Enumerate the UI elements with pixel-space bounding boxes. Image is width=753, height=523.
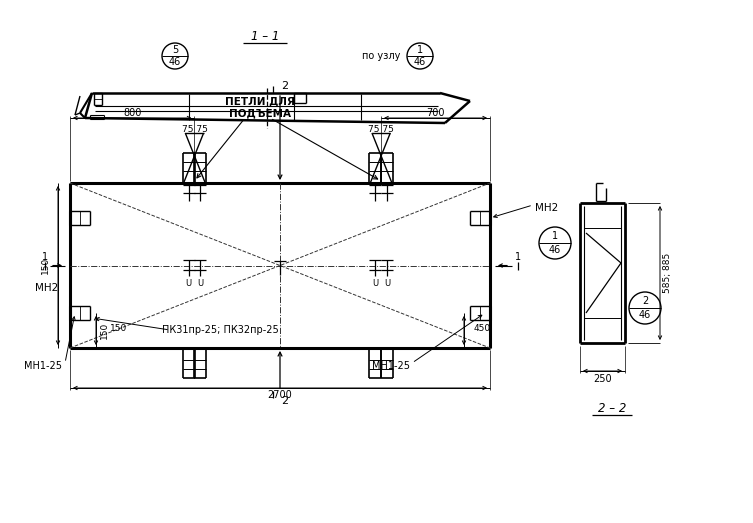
Text: 5: 5: [172, 45, 178, 55]
Text: 250: 250: [593, 374, 611, 384]
Text: 1: 1: [552, 231, 558, 241]
Text: 46: 46: [639, 310, 651, 320]
Text: 1 – 1: 1 – 1: [251, 29, 279, 42]
Text: 1: 1: [417, 45, 423, 55]
Text: МН1-25: МН1-25: [24, 361, 62, 371]
Text: 2700: 2700: [267, 390, 292, 400]
Text: U: U: [372, 279, 378, 288]
Text: МН2: МН2: [35, 283, 58, 293]
Text: 150: 150: [41, 257, 50, 274]
Text: U: U: [384, 279, 390, 288]
Text: ПК31пр-25; ПК32пр-25: ПК31пр-25; ПК32пр-25: [162, 325, 279, 335]
Text: 150: 150: [110, 324, 127, 333]
Text: ПЕТЛИ ДЛЯ: ПЕТЛИ ДЛЯ: [225, 96, 295, 106]
Text: 46: 46: [414, 57, 426, 67]
Text: 75 75: 75 75: [181, 126, 207, 134]
Text: U: U: [197, 279, 203, 288]
Text: 2 – 2: 2 – 2: [599, 402, 626, 415]
Text: 700: 700: [426, 108, 445, 118]
Text: МН2: МН2: [535, 203, 558, 213]
Text: 1: 1: [42, 253, 48, 263]
Text: 75 75: 75 75: [368, 126, 394, 134]
Text: 46: 46: [549, 245, 561, 255]
Text: 150: 150: [99, 322, 108, 339]
Text: 2: 2: [642, 296, 648, 306]
Text: по узлу: по узлу: [361, 51, 400, 61]
Text: 2: 2: [282, 81, 288, 91]
Text: 2: 2: [282, 396, 288, 406]
Text: 800: 800: [123, 108, 142, 118]
Text: 46: 46: [169, 57, 181, 67]
Text: МН1-25: МН1-25: [372, 361, 410, 371]
Text: ПОДЪЕМА: ПОДЪЕМА: [229, 108, 291, 118]
Text: 450: 450: [474, 324, 491, 333]
Text: 1: 1: [515, 253, 521, 263]
Text: U: U: [185, 279, 192, 288]
Text: 585; 885: 585; 885: [663, 253, 672, 293]
